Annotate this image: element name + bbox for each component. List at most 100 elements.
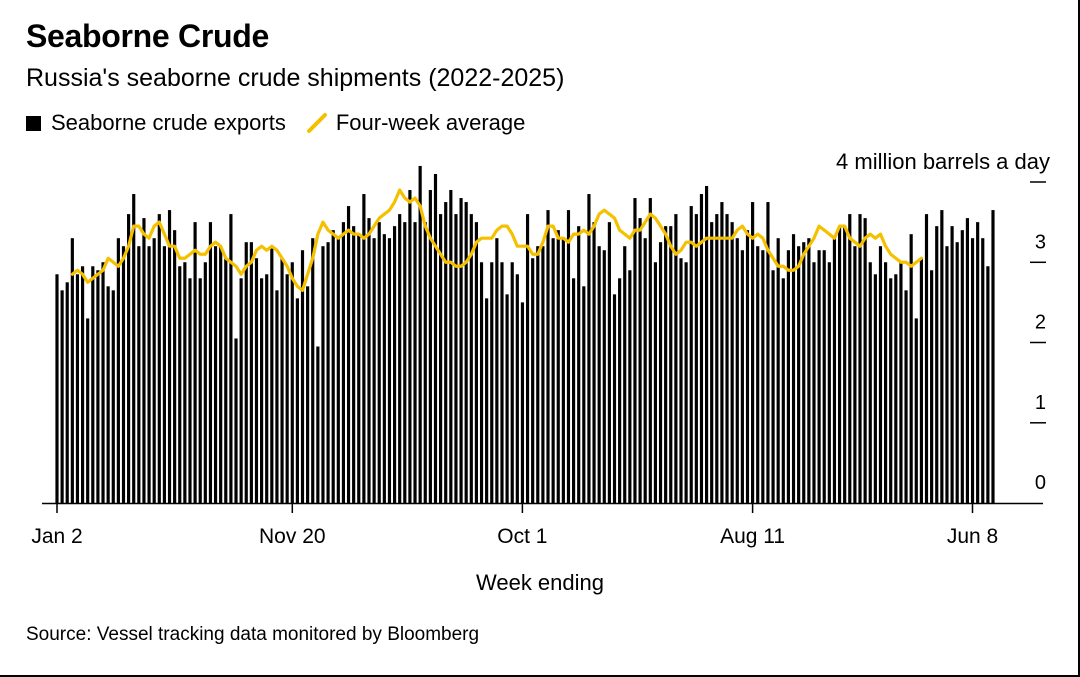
bar: [684, 262, 688, 503]
x-tick-label: Nov 20: [259, 525, 326, 548]
legend-label-average: Four-week average: [335, 110, 526, 135]
bar: [132, 194, 136, 504]
bar: [935, 226, 939, 503]
bar: [730, 222, 734, 504]
bar: [566, 210, 571, 503]
bar: [326, 242, 330, 503]
legend: Seaborne crude exports Four-week average: [26, 110, 525, 136]
bar: [86, 318, 90, 503]
bar: [817, 250, 821, 503]
bar: [254, 258, 259, 503]
bar: [285, 274, 289, 503]
bar: [162, 246, 166, 503]
bar: [725, 214, 729, 503]
bar: [357, 234, 361, 503]
bar: [822, 250, 826, 503]
bar: [930, 270, 934, 503]
bar: [863, 218, 867, 504]
bar: [761, 250, 765, 503]
bar: [556, 230, 560, 503]
bar: [372, 238, 376, 503]
y-tick-label: 0: [1035, 472, 1046, 494]
bar: [771, 270, 775, 503]
bar: [96, 270, 100, 503]
bar: [679, 258, 683, 503]
bar: [229, 214, 233, 503]
bar: [469, 214, 473, 503]
bar: [490, 262, 494, 503]
bar: [459, 198, 463, 504]
bar: [664, 226, 668, 503]
bar: [884, 262, 888, 503]
bar: [316, 346, 320, 503]
bar: [797, 246, 801, 503]
bar: [464, 202, 468, 503]
bar: [311, 238, 315, 503]
bar: [65, 282, 69, 503]
bar: [147, 246, 151, 503]
x-tick-label: Jun 8: [947, 525, 998, 548]
bar: [183, 262, 187, 503]
bar: [280, 258, 284, 503]
bar: [628, 270, 632, 503]
bar: [300, 250, 305, 503]
bar: [766, 202, 770, 503]
bar: [776, 238, 780, 503]
bar: [106, 286, 110, 503]
bar: [607, 222, 611, 504]
bar: [561, 238, 565, 503]
bar: [392, 226, 397, 503]
y-tick-label: 1: [1035, 392, 1046, 414]
bar: [694, 214, 698, 503]
bar: [827, 262, 831, 503]
bar: [444, 202, 448, 503]
bar: [121, 246, 126, 503]
bar: [812, 262, 816, 503]
bar: [653, 262, 658, 503]
bar: [346, 206, 351, 503]
frame-right-border: [1078, 0, 1080, 677]
bar: [341, 222, 346, 504]
bar: [167, 210, 172, 503]
bar: [331, 230, 335, 503]
bar: [510, 262, 514, 503]
bar: [275, 290, 279, 503]
legend-line-swatch: [306, 113, 327, 133]
legend-bar-swatch: [26, 115, 41, 131]
bar: [551, 238, 555, 503]
bar: [178, 266, 182, 503]
bar: [265, 274, 269, 503]
bar: [127, 214, 131, 503]
bar: [239, 278, 243, 503]
bar: [751, 202, 755, 503]
bar: [377, 222, 381, 504]
bar: [418, 165, 422, 503]
bar: [960, 230, 964, 503]
bar: [577, 226, 581, 503]
bar: [260, 278, 264, 503]
bar: [474, 222, 478, 504]
bar: [858, 214, 862, 503]
bar: [899, 262, 903, 503]
bar: [740, 250, 744, 503]
bar: [940, 210, 944, 503]
bar: [889, 278, 893, 503]
bar: [955, 242, 959, 503]
bar: [362, 194, 366, 504]
bar: [439, 214, 443, 503]
bar: [449, 190, 453, 503]
bar: [837, 226, 842, 503]
bar: [924, 214, 929, 503]
bar: [142, 218, 146, 504]
bar: [219, 246, 223, 503]
bar: [623, 246, 627, 503]
bar: [198, 278, 202, 503]
bar: [137, 246, 141, 503]
bar: [208, 222, 213, 504]
bar: [321, 246, 325, 503]
bar: [970, 238, 975, 503]
bar: [633, 198, 637, 504]
y-tick-label: 3: [1035, 231, 1046, 253]
bar: [520, 302, 525, 504]
x-tick-label: Aug 11: [720, 525, 785, 548]
